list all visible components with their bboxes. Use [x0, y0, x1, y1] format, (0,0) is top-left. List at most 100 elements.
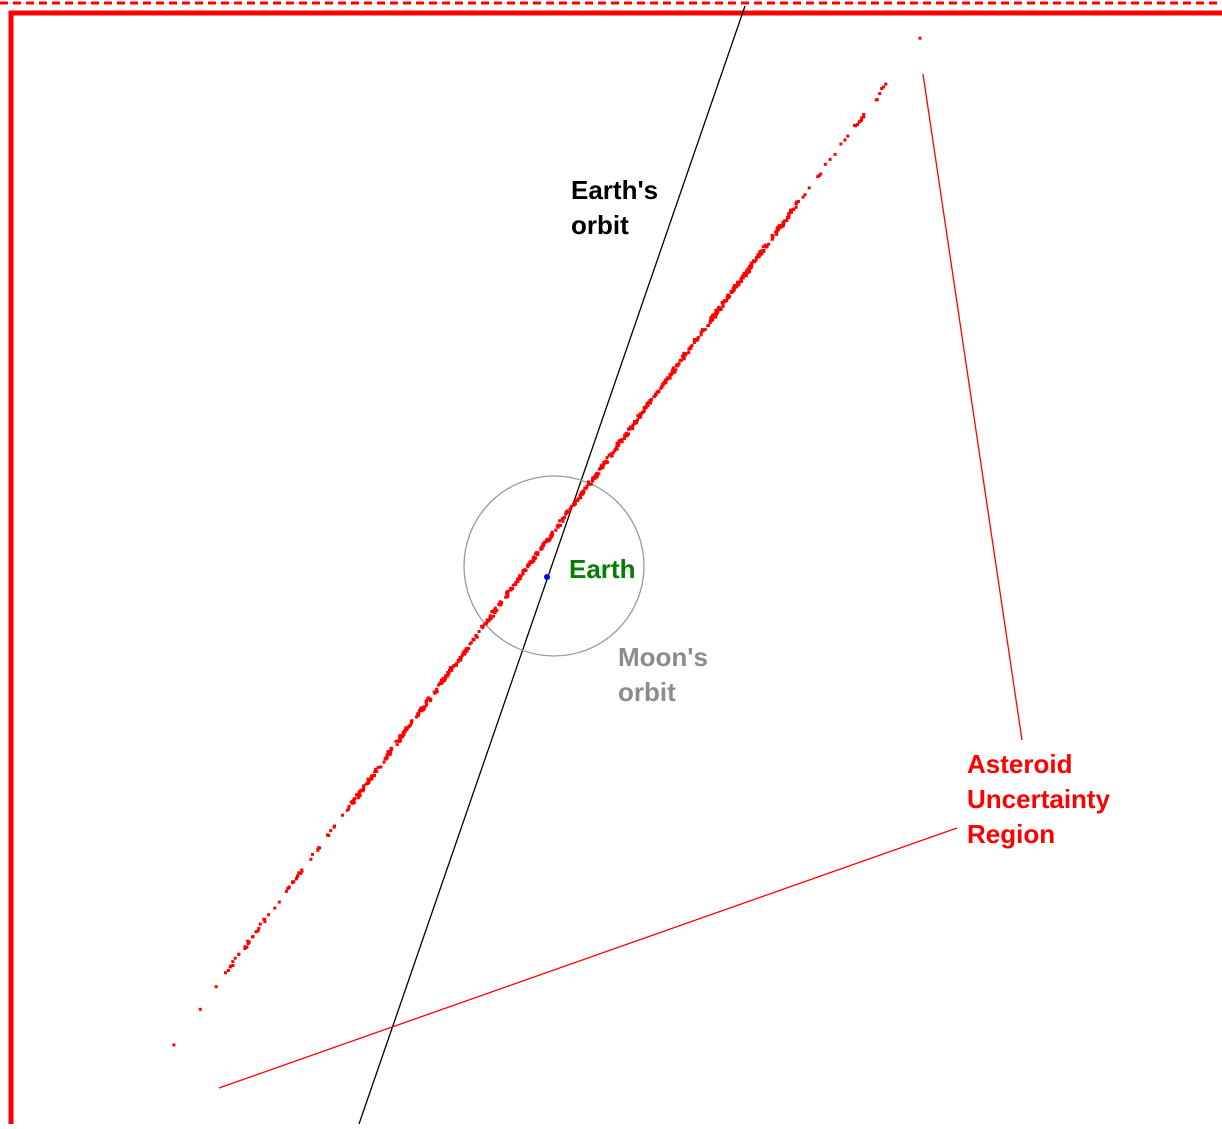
asteroid-dot — [794, 202, 798, 206]
asteroid-dot — [714, 308, 718, 312]
moon-orbit-label: Moon's orbit — [618, 640, 708, 710]
asteroid-dot — [399, 734, 403, 738]
asteroid-dot — [518, 574, 522, 578]
asteroid-dot — [546, 537, 549, 541]
asteroid-dot — [692, 341, 696, 344]
asteroid-dot — [231, 960, 235, 964]
asteroid-dot — [509, 588, 513, 592]
asteroid-dot — [372, 774, 376, 778]
asteroid-dot — [737, 282, 741, 286]
asteroid-dot — [364, 782, 368, 786]
asteroid-dot — [757, 255, 761, 259]
asteroid-dot — [446, 672, 450, 676]
asteroid-dot — [256, 929, 260, 933]
asteroid-dot — [514, 581, 518, 584]
asteroid-dot — [610, 454, 613, 458]
asteroid-dot — [214, 985, 218, 989]
asteroid-dot — [356, 796, 360, 800]
asteroid-leader-upper — [922, 73, 1023, 741]
asteroid-dot — [246, 939, 250, 943]
asteroid-dot — [505, 591, 509, 594]
asteroid-dot — [311, 852, 314, 856]
asteroid-dot — [770, 237, 774, 241]
asteroid-dot — [417, 709, 421, 713]
asteroid-dot — [198, 1007, 202, 1011]
asteroid-dot — [792, 207, 796, 211]
asteroid-dot — [526, 565, 530, 569]
asteroid-dot — [594, 473, 598, 477]
asteroid-dot — [741, 274, 745, 278]
asteroid-dot — [549, 534, 553, 538]
asteroid-dot — [492, 608, 496, 612]
asteroid-dot — [645, 404, 649, 408]
asteroid-dot — [833, 152, 837, 156]
asteroid-dot — [542, 541, 546, 545]
asteroid-dot — [228, 965, 232, 969]
asteroid-dot — [373, 770, 377, 774]
asteroid-dot — [532, 559, 536, 563]
asteroid-dot — [884, 82, 888, 86]
asteroid-dot — [432, 690, 436, 694]
asteroid-dot — [713, 315, 717, 319]
asteroid-dot — [540, 544, 544, 548]
asteroid-dot — [251, 935, 254, 939]
asteroid-dot — [529, 559, 533, 563]
asteroid-dot — [703, 328, 707, 331]
asteroid-dot — [761, 245, 765, 249]
asteroid-dot — [262, 917, 266, 921]
asteroid-dot — [297, 871, 301, 875]
asteroid-dot — [579, 496, 583, 500]
asteroid-dot — [725, 295, 729, 299]
asteroid-dot — [349, 800, 353, 804]
asteroid-dot — [451, 665, 455, 669]
asteroid-dot — [700, 328, 704, 332]
asteroid-dot — [918, 36, 922, 40]
asteroid-dot — [602, 460, 606, 464]
asteroid-dot — [587, 480, 590, 484]
asteroid-dot — [424, 699, 428, 703]
asteroid-dot — [587, 482, 591, 486]
asteroid-dot — [715, 311, 719, 315]
asteroid-dot — [709, 317, 713, 321]
asteroid-dot — [237, 952, 241, 956]
asteroid-dot — [862, 115, 866, 119]
asteroid-dot — [771, 234, 775, 238]
asteroid-dot — [427, 696, 430, 700]
asteroid-dot — [615, 447, 619, 451]
asteroid-dot — [497, 602, 501, 606]
asteroid-region-label-line2: Uncertainty — [967, 784, 1111, 814]
asteroid-dot — [551, 533, 555, 537]
asteroid-dot — [504, 595, 508, 599]
asteroid-dot — [617, 441, 621, 445]
asteroid-dot — [817, 174, 821, 178]
earth-orbit-line — [358, 5, 746, 1125]
earth-label: Earth — [569, 552, 635, 587]
asteroid-dot — [416, 711, 420, 715]
moon-orbit-label-line1: Moon's — [618, 642, 708, 672]
asteroid-dot — [711, 318, 715, 322]
asteroid-leader-lower — [218, 827, 958, 1089]
asteroid-dot — [689, 345, 693, 349]
asteroid-dot — [401, 731, 405, 735]
asteroid-dot — [692, 338, 696, 342]
asteroid-dot — [463, 651, 467, 655]
asteroid-dot — [258, 922, 262, 926]
asteroid-dot — [860, 116, 864, 120]
asteroid-dot — [695, 337, 699, 341]
asteroid-dot — [595, 474, 599, 478]
asteroid-dot — [423, 705, 427, 709]
asteroid-dot — [775, 230, 779, 234]
asteroid-dot — [569, 504, 573, 508]
asteroid-dot — [664, 381, 668, 385]
asteroid-dot — [839, 142, 843, 146]
asteroid-dot — [394, 739, 398, 743]
asteroid-dot — [592, 475, 596, 479]
asteroid-dot — [739, 276, 743, 280]
earth-orbit-label-line1: Earth's — [571, 175, 659, 205]
asteroid-dot — [678, 358, 682, 362]
asteroid-dot — [224, 971, 227, 975]
asteroid-dot — [644, 406, 648, 409]
asteroid-dot — [756, 255, 759, 259]
asteroid-dot — [595, 471, 599, 475]
asteroid-dot — [594, 476, 598, 480]
